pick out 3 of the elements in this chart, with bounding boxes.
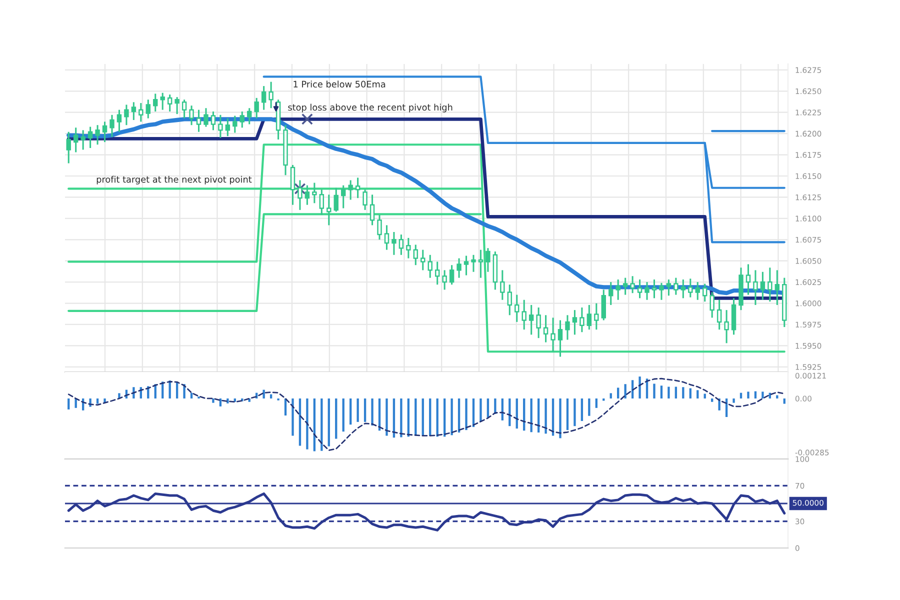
annotation: profit target at the next pivot point — [96, 176, 252, 184]
annotation: stop loss above the recent pivot high — [288, 104, 452, 112]
annotation: 1 Price below 50Ema — [294, 80, 386, 88]
